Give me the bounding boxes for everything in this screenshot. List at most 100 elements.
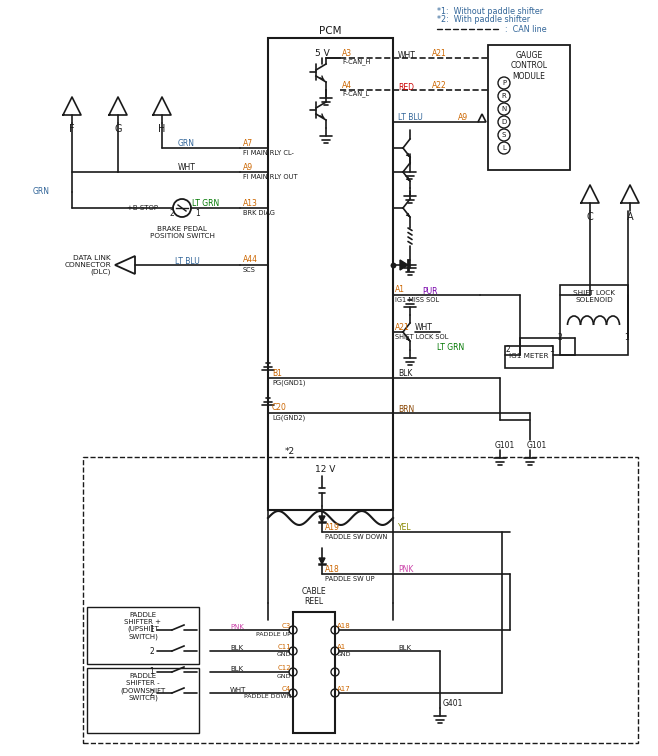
Text: FI MAIN RLY OUT: FI MAIN RLY OUT xyxy=(243,174,297,180)
Text: A21: A21 xyxy=(432,48,447,57)
Text: GND: GND xyxy=(276,652,291,658)
Text: PCM: PCM xyxy=(319,26,342,36)
Text: F: F xyxy=(69,124,75,134)
Text: A4: A4 xyxy=(342,80,352,89)
Text: 1: 1 xyxy=(549,345,554,355)
Text: YEL: YEL xyxy=(398,523,412,532)
Polygon shape xyxy=(478,114,486,122)
Bar xyxy=(488,45,570,170)
Text: LT GRN: LT GRN xyxy=(437,343,465,352)
Text: PADDLE SW DOWN: PADDLE SW DOWN xyxy=(325,534,388,540)
Text: DATA LINK
CONNECTOR
(DLC): DATA LINK CONNECTOR (DLC) xyxy=(64,255,111,275)
Text: BLK: BLK xyxy=(230,666,243,672)
Text: 2: 2 xyxy=(169,209,174,218)
Text: PADDLE UP: PADDLE UP xyxy=(256,631,291,637)
Text: BRN: BRN xyxy=(398,404,415,414)
Text: PADDLE DOWN: PADDLE DOWN xyxy=(243,695,291,699)
Text: :  CAN line: : CAN line xyxy=(505,24,547,33)
Text: SCS: SCS xyxy=(243,267,256,273)
Bar xyxy=(87,668,199,733)
Text: C12: C12 xyxy=(278,665,291,671)
Text: A9: A9 xyxy=(458,113,468,122)
Text: G: G xyxy=(114,124,122,134)
Text: 1: 1 xyxy=(149,625,154,634)
Polygon shape xyxy=(115,256,135,274)
Text: SHIFT LOCK SOL: SHIFT LOCK SOL xyxy=(395,334,448,340)
Polygon shape xyxy=(400,260,408,270)
Polygon shape xyxy=(319,516,325,522)
Text: C20: C20 xyxy=(272,404,287,413)
Text: BRAKE PEDAL
POSITION SWITCH: BRAKE PEDAL POSITION SWITCH xyxy=(149,226,215,239)
Text: A17: A17 xyxy=(337,686,351,692)
Text: 1: 1 xyxy=(149,668,154,677)
Text: 1: 1 xyxy=(195,209,200,218)
Text: +B STOP: +B STOP xyxy=(127,205,158,211)
Text: A: A xyxy=(626,212,633,222)
Text: 12 V: 12 V xyxy=(315,466,336,475)
Text: A22: A22 xyxy=(432,80,447,89)
Text: 5 V: 5 V xyxy=(315,48,330,57)
Text: PADDLE
SHIFTER -
(DOWNSHIFT
SWITCH): PADDLE SHIFTER - (DOWNSHIFT SWITCH) xyxy=(120,673,166,701)
Text: G101: G101 xyxy=(495,441,515,450)
Bar xyxy=(505,346,553,368)
Text: PADDLE
SHIFTER +
(UPSHIFT
SWITCH): PADDLE SHIFTER + (UPSHIFT SWITCH) xyxy=(124,612,161,640)
Text: LT BLU: LT BLU xyxy=(398,113,422,122)
Text: LT GRN: LT GRN xyxy=(192,200,219,209)
Text: H: H xyxy=(159,124,166,134)
Text: LT BLU: LT BLU xyxy=(175,256,200,265)
Text: GRN: GRN xyxy=(33,187,50,197)
Text: F-CAN_L: F-CAN_L xyxy=(342,91,369,98)
Text: A9: A9 xyxy=(243,163,253,172)
Text: A3: A3 xyxy=(342,48,352,57)
Text: G401: G401 xyxy=(443,699,463,708)
Text: SHIFT LOCK
SOLENOID: SHIFT LOCK SOLENOID xyxy=(573,290,615,303)
Text: GRN: GRN xyxy=(178,140,195,148)
Text: 2: 2 xyxy=(557,333,562,342)
Text: 1: 1 xyxy=(624,333,629,342)
Text: GAUGE
CONTROL
MODULE: GAUGE CONTROL MODULE xyxy=(511,51,547,81)
Text: A18: A18 xyxy=(325,565,340,574)
Text: 2: 2 xyxy=(149,689,154,698)
Text: PG(GND1): PG(GND1) xyxy=(272,380,305,386)
Text: *2:  With paddle shifter: *2: With paddle shifter xyxy=(437,16,530,24)
Text: C11: C11 xyxy=(277,644,291,650)
Text: N: N xyxy=(501,106,507,112)
Text: GND: GND xyxy=(276,674,291,678)
Text: LG(GND2): LG(GND2) xyxy=(272,415,305,421)
Text: C3: C3 xyxy=(282,623,291,629)
Text: F-CAN_H: F-CAN_H xyxy=(342,59,370,65)
Bar xyxy=(87,607,199,664)
Text: A7: A7 xyxy=(243,138,253,147)
Text: C4: C4 xyxy=(282,686,291,692)
Text: BLK: BLK xyxy=(398,645,411,651)
Text: BLK: BLK xyxy=(398,370,413,379)
Text: 2: 2 xyxy=(505,345,510,355)
Text: WHT: WHT xyxy=(398,51,416,60)
Text: P: P xyxy=(502,80,506,86)
Text: IG1 METER: IG1 METER xyxy=(509,353,549,359)
Text: PNK: PNK xyxy=(230,624,244,630)
Bar xyxy=(268,38,393,510)
Text: A13: A13 xyxy=(243,199,258,207)
Polygon shape xyxy=(319,558,325,564)
Text: A21: A21 xyxy=(395,323,410,331)
Text: PUR: PUR xyxy=(422,287,438,296)
Text: WHT: WHT xyxy=(230,687,246,693)
Text: B1: B1 xyxy=(272,368,282,377)
Text: A19: A19 xyxy=(325,522,340,531)
Text: A44: A44 xyxy=(243,256,258,265)
Text: BRK DIAG: BRK DIAG xyxy=(243,210,275,216)
Text: CABLE
REEL: CABLE REEL xyxy=(301,587,326,606)
Text: D: D xyxy=(501,119,507,125)
Bar xyxy=(83,457,638,743)
Text: R: R xyxy=(501,93,507,99)
Text: FI MAIN RLY CL-: FI MAIN RLY CL- xyxy=(243,150,294,156)
Text: GND: GND xyxy=(337,652,351,658)
Text: RED: RED xyxy=(398,83,414,92)
Text: 2: 2 xyxy=(149,646,154,655)
Text: S: S xyxy=(502,132,506,138)
Bar xyxy=(293,612,335,733)
Text: A1: A1 xyxy=(395,286,405,295)
Text: *1:  Without paddle shifter: *1: Without paddle shifter xyxy=(437,8,543,17)
Text: C: C xyxy=(587,212,594,222)
